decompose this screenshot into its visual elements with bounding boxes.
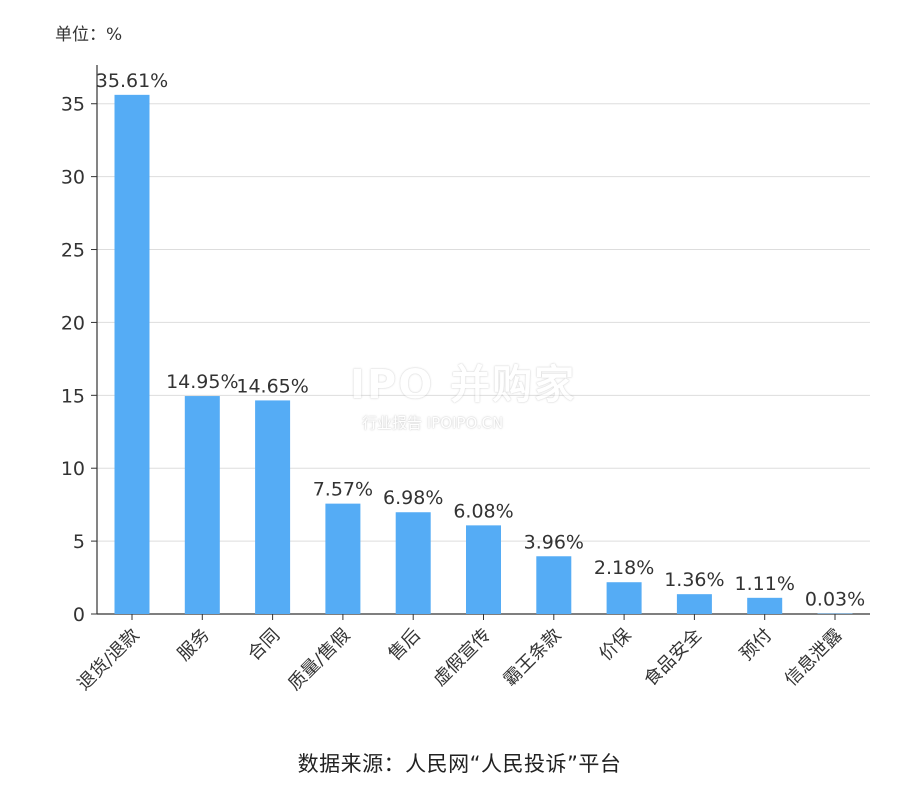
bar-value-label: 6.98% (383, 487, 443, 509)
bar-value-label: 3.96% (524, 531, 584, 553)
x-category-label: 虚假宣传 (429, 625, 495, 691)
bar (607, 582, 642, 614)
x-category-label: 合同 (244, 625, 284, 665)
bar-value-label: 6.08% (453, 500, 513, 522)
x-category-label: 服务 (174, 625, 214, 665)
y-tick-label: 0 (73, 604, 85, 626)
bar-value-label: 35.61% (96, 70, 168, 92)
y-tick-label: 5 (73, 531, 85, 553)
bar-value-label: 7.57% (313, 479, 373, 501)
y-tick-label: 15 (61, 385, 85, 407)
bar (396, 512, 431, 614)
y-tick-label: 30 (61, 167, 85, 189)
bar-value-label: 14.95% (166, 371, 238, 393)
y-tick-label: 35 (61, 94, 85, 116)
bar (677, 594, 712, 614)
bar (255, 400, 290, 614)
x-category-label: 价保 (595, 625, 635, 665)
x-category-label: 退货/退款 (73, 625, 143, 695)
bar (115, 95, 150, 614)
bar-value-label: 1.11% (735, 573, 795, 595)
y-tick-label: 25 (61, 240, 85, 262)
bar (536, 556, 571, 614)
bar (325, 504, 360, 614)
x-category-label: 质量/售假 (284, 625, 354, 695)
y-tick-label: 10 (61, 458, 85, 480)
bar (747, 598, 782, 614)
bar (466, 525, 501, 614)
bar-chart: 0 5 10 15 20 25 30 35 35.61% 退货/退款 14.95% 服务 14.65% 合… (0, 0, 919, 730)
x-category-label: 信息泄露 (781, 625, 847, 691)
bar-value-label: 14.65% (236, 375, 308, 397)
chart-area: 0 5 10 15 20 25 30 35 35.61% 退货/退款 14.95% 服务 14.65% 合… (0, 0, 919, 730)
source-note: 数据来源：人民网“人民投诉”平台 (0, 748, 919, 778)
x-category-label: 霸王条款 (500, 625, 566, 691)
bar-value-label: 0.03% (805, 589, 865, 611)
x-category-label: 预付 (736, 625, 776, 665)
x-category-label: 食品安全 (640, 625, 706, 691)
y-tick-label: 20 (61, 312, 85, 334)
unit-label: 单位：% (55, 20, 122, 45)
bar-value-label: 1.36% (664, 569, 724, 591)
bar (185, 396, 220, 614)
x-category-label: 售后 (384, 625, 424, 665)
bar-value-label: 2.18% (594, 557, 654, 579)
